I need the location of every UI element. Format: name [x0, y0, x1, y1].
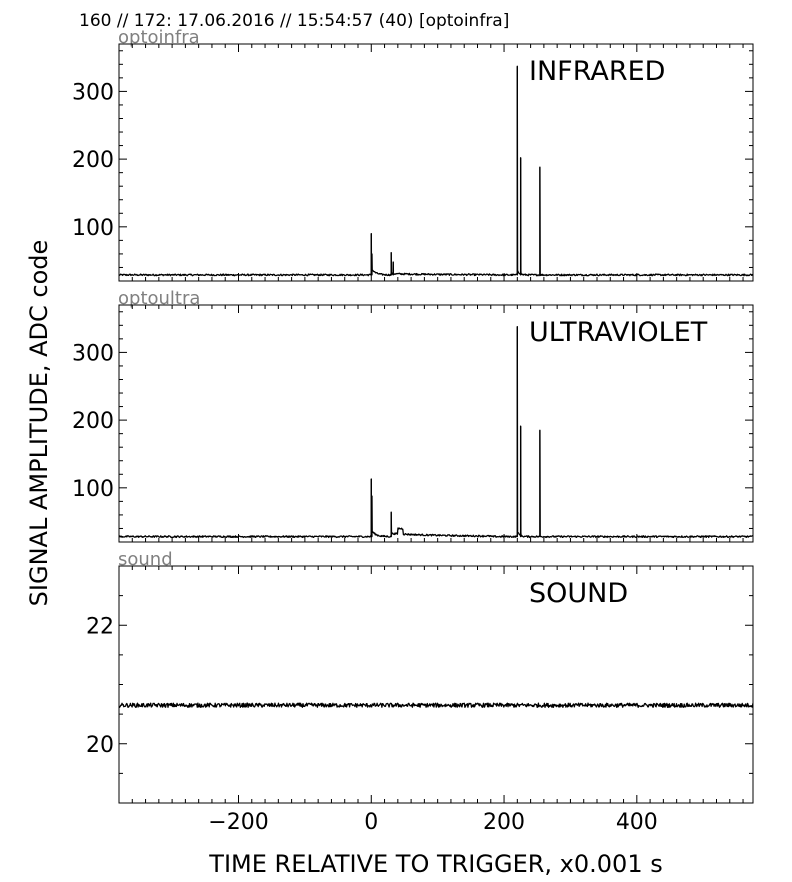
panel-title: INFRARED	[529, 56, 665, 87]
y-tick-label: 20	[86, 733, 114, 758]
panel-optoultra: optoultra ULTRAVIOLET 100 200 300	[72, 288, 754, 543]
y-tick-label: 300	[72, 341, 114, 366]
plot-frame	[118, 304, 754, 543]
x-tick-label: 400	[616, 810, 658, 835]
y-tick-label: 300	[72, 80, 114, 105]
y-tick-label: 22	[86, 614, 114, 639]
signal-trace	[118, 702, 754, 708]
channel-label: optoinfra	[118, 27, 200, 48]
y-axis-label: SIGNAL AMPLITUDE, ADC code	[25, 240, 53, 607]
x-tick-label: −200	[208, 810, 268, 835]
y-tick-label: 200	[72, 409, 114, 434]
x-axis-label: TIME RELATIVE TO TRIGGER, x0.001 s	[208, 850, 662, 878]
panel-optoinfra: optoinfra INFRARED 100 200 300	[72, 27, 754, 282]
channel-label: sound	[118, 549, 173, 570]
panel-title: SOUND	[529, 578, 628, 609]
y-tick-label: 200	[72, 148, 114, 173]
panel-sound: sound SOUND −200 0 200 400 20 22	[86, 549, 754, 835]
signal-trace	[118, 326, 754, 539]
signal-trace	[118, 65, 754, 277]
y-tick-label: 100	[72, 477, 114, 502]
channel-label: optoultra	[118, 288, 200, 309]
plot-frame	[118, 565, 754, 804]
x-tick-label: 0	[364, 810, 378, 835]
x-tick-label: 200	[483, 810, 525, 835]
panels: optoinfraINFRARED100200300optoultraULTRA…	[72, 27, 754, 835]
figure-header: 160 // 172: 17.06.2016 // 15:54:57 (40) …	[79, 11, 509, 31]
y-tick-label: 100	[72, 216, 114, 241]
plot-frame	[118, 43, 754, 282]
panel-title: ULTRAVIOLET	[529, 317, 708, 348]
